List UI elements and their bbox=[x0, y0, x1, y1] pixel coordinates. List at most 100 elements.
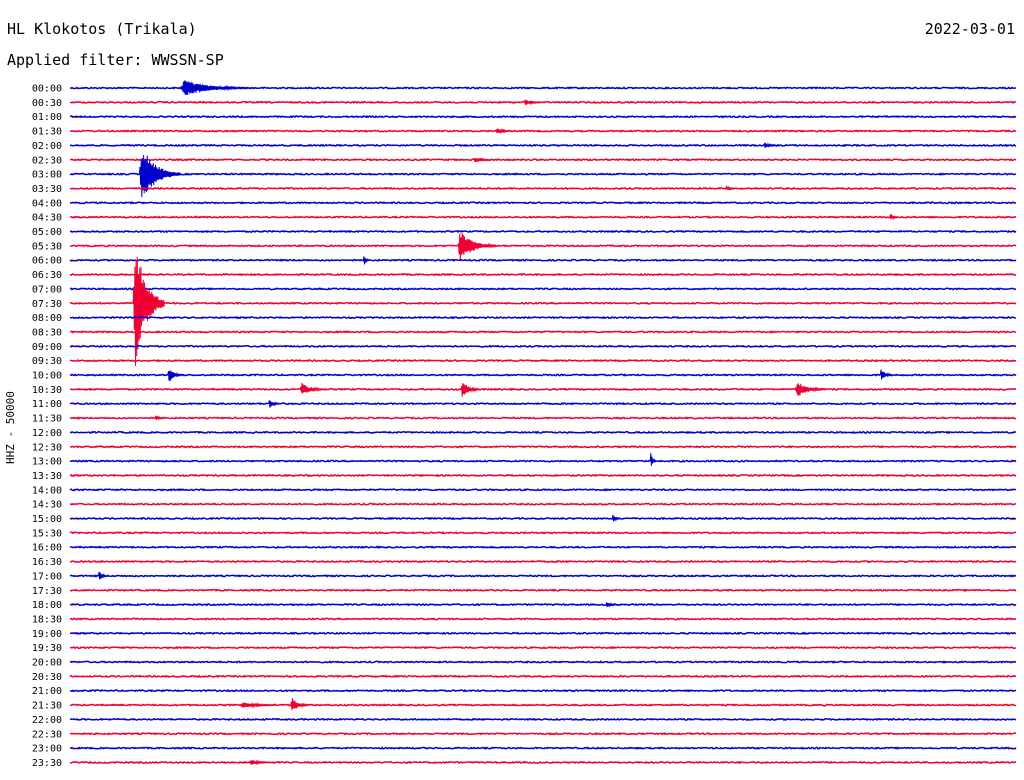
row-time-label: 13:00 bbox=[32, 457, 62, 468]
row-time-label: 18:30 bbox=[32, 614, 62, 625]
row-time-label: 03:30 bbox=[32, 184, 62, 195]
trace-line bbox=[69, 129, 1017, 133]
row-time-label: 14:00 bbox=[32, 485, 62, 496]
row-time-label: 18:00 bbox=[32, 600, 62, 611]
row-time-label: 01:30 bbox=[32, 127, 62, 138]
seismic-event bbox=[879, 369, 894, 380]
seismic-event bbox=[649, 452, 657, 466]
row-time-label: 06:00 bbox=[32, 256, 62, 267]
trace-line bbox=[69, 746, 1017, 750]
row-time-label: 13:30 bbox=[32, 471, 62, 482]
trace-line bbox=[69, 186, 1017, 191]
trace-line bbox=[69, 258, 1017, 263]
row-time-label: 19:30 bbox=[32, 643, 62, 654]
filter-label: Applied filter: WWSSN-SP bbox=[7, 51, 224, 69]
row-time-label: 02:30 bbox=[32, 155, 62, 166]
row-time-label: 09:30 bbox=[32, 356, 62, 367]
row-time-label: 04:30 bbox=[32, 213, 62, 224]
trace-line bbox=[69, 473, 1017, 478]
trace-line bbox=[69, 229, 1017, 234]
row-time-label: 06:30 bbox=[32, 270, 62, 281]
trace-line bbox=[69, 617, 1017, 621]
trace-line bbox=[69, 200, 1017, 205]
trace-line bbox=[69, 172, 1017, 176]
trace-line bbox=[69, 301, 1017, 305]
trace-line bbox=[69, 373, 1017, 377]
row-time-label: 02:00 bbox=[32, 141, 62, 152]
trace-line bbox=[69, 559, 1017, 564]
row-time-label: 08:30 bbox=[32, 327, 62, 338]
seismic-event bbox=[763, 141, 780, 148]
row-time-label: 12:30 bbox=[32, 442, 62, 453]
seismic-event bbox=[473, 157, 493, 163]
station-title: HL Klokotos (Trikala) bbox=[7, 20, 197, 38]
trace-line bbox=[69, 344, 1017, 349]
trace-line bbox=[69, 588, 1017, 593]
trace-line bbox=[69, 516, 1017, 521]
trace-line bbox=[69, 445, 1017, 449]
seismic-event bbox=[457, 233, 497, 262]
seismic-event bbox=[97, 571, 108, 580]
trace-rows: 00:00 00:30 01:00 01:30 02:00 02:30 03:00 03:30… bbox=[32, 80, 1017, 769]
seismic-event bbox=[523, 99, 540, 106]
row-time-label: 15:00 bbox=[32, 514, 62, 525]
trace-line bbox=[69, 157, 1017, 162]
row-time-label: 05:00 bbox=[32, 227, 62, 238]
trace-line bbox=[69, 358, 1017, 363]
seismic-event bbox=[132, 256, 165, 366]
row-time-label: 11:30 bbox=[32, 414, 62, 425]
row-time-label: 00:00 bbox=[32, 84, 62, 95]
seismic-event bbox=[794, 383, 827, 396]
seismic-event bbox=[290, 698, 310, 711]
seismic-event bbox=[299, 382, 326, 394]
seismic-event bbox=[167, 370, 184, 381]
trace-line bbox=[69, 631, 1017, 636]
row-time-label: 14:30 bbox=[32, 500, 62, 511]
trace-line bbox=[69, 416, 1017, 420]
trace-line bbox=[69, 114, 1017, 119]
seismic-event bbox=[239, 702, 285, 709]
seismic-event bbox=[605, 602, 619, 608]
seismic-event bbox=[889, 214, 900, 221]
trace-line bbox=[69, 703, 1017, 707]
trace-line bbox=[69, 602, 1017, 607]
row-time-label: 07:00 bbox=[32, 284, 62, 295]
row-time-label: 22:00 bbox=[32, 715, 62, 726]
seismic-event bbox=[460, 382, 481, 397]
row-time-label: 20:30 bbox=[32, 672, 62, 683]
row-time-label: 09:00 bbox=[32, 342, 62, 353]
row-time-label: 16:30 bbox=[32, 557, 62, 568]
trace-line bbox=[69, 330, 1017, 334]
seismic-event bbox=[249, 759, 276, 766]
trace-line bbox=[69, 402, 1017, 406]
row-time-label: 05:30 bbox=[32, 241, 62, 252]
seismic-event bbox=[725, 185, 736, 191]
trace-line bbox=[69, 732, 1017, 736]
row-time-label: 12:00 bbox=[32, 428, 62, 439]
trace-line bbox=[69, 100, 1017, 105]
row-time-label: 15:30 bbox=[32, 528, 62, 539]
trace-line bbox=[69, 430, 1017, 435]
trace-line bbox=[69, 760, 1017, 765]
trace-line bbox=[69, 502, 1017, 506]
row-time-label: 20:00 bbox=[32, 658, 62, 669]
row-time-label: 04:00 bbox=[32, 198, 62, 209]
trace-line bbox=[69, 459, 1017, 463]
trace-line bbox=[69, 272, 1017, 277]
row-time-label: 08:00 bbox=[32, 313, 62, 324]
seismic-event bbox=[495, 127, 515, 135]
row-time-label: 01:00 bbox=[32, 112, 62, 123]
trace-line bbox=[69, 717, 1017, 722]
seismic-event bbox=[611, 514, 622, 522]
trace-line bbox=[69, 688, 1017, 693]
date-label: 2022-03-01 bbox=[924, 20, 1015, 38]
trace-line bbox=[69, 660, 1017, 664]
trace-line bbox=[69, 287, 1017, 291]
trace-line bbox=[69, 488, 1017, 492]
row-time-label: 03:00 bbox=[32, 170, 62, 181]
row-time-label: 23:30 bbox=[32, 758, 62, 769]
trace-line bbox=[69, 215, 1017, 219]
row-time-label: 23:00 bbox=[32, 744, 62, 755]
row-time-label: 16:00 bbox=[32, 543, 62, 554]
seismic-event bbox=[268, 400, 282, 408]
